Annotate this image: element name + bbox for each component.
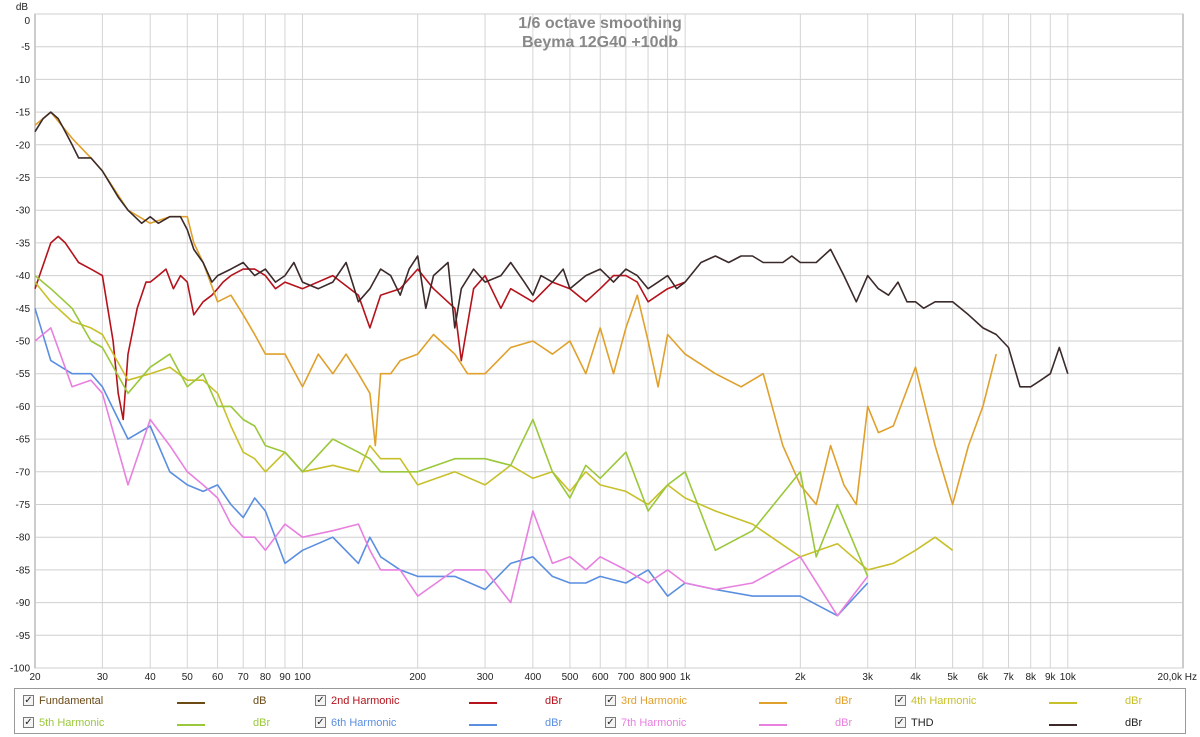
- x-tick-label: 300: [477, 672, 494, 683]
- x-tick-label: 7k: [1003, 672, 1015, 683]
- x-tick-label: 2k: [795, 672, 807, 683]
- x-tick-label: 30: [97, 672, 109, 683]
- x-tick-label: 4k: [910, 672, 922, 683]
- legend-swatch: [1049, 702, 1077, 704]
- legend-label: Fundamental: [39, 695, 104, 707]
- checkbox[interactable]: ✓: [23, 695, 34, 706]
- y-tick-label: -45: [16, 304, 31, 315]
- legend-label: 5th Harmonic: [39, 717, 105, 729]
- y-tick-label: -70: [16, 467, 31, 478]
- legend-label: 7th Harmonic: [621, 717, 687, 729]
- legend-label: THD: [911, 717, 934, 729]
- legend-unit: dBr: [545, 695, 563, 707]
- y-tick-label: -20: [16, 140, 31, 151]
- grid: [34, 13, 1184, 669]
- y-tick-label: -40: [16, 271, 31, 282]
- y-tick-label: -25: [16, 173, 31, 184]
- legend-swatch: [759, 724, 787, 726]
- x-tick-label: 700: [618, 672, 635, 683]
- legend-unit: dBr: [253, 717, 271, 729]
- y-tick-label: -90: [16, 598, 31, 609]
- series-line-5th-harmonic: [34, 274, 869, 577]
- x-tick-label: 90: [279, 672, 291, 683]
- y-axis-ticks: -5 -10 -15 -20 -25 -30 -35 -40 -45 -50 -55 -60 -65 -7…: [10, 16, 30, 675]
- y-tick-label: 0: [24, 16, 30, 27]
- x-tick-label: 9k: [1045, 672, 1057, 683]
- y-tick-label: -100: [10, 664, 30, 675]
- chart-svg: 20 30 40 50 60 70 80 90 100 200 300 400 500 600 700 800…: [10, 2, 1197, 683]
- x-tick-label: 10k: [1060, 672, 1077, 683]
- chart-title-line-1: 1/6 octave smoothing: [518, 15, 682, 32]
- x-tick-label: 5k: [947, 672, 959, 683]
- x-tick-label: 200: [409, 672, 426, 683]
- checkbox[interactable]: ✓: [605, 695, 616, 706]
- x-tick-label: 40: [145, 672, 157, 683]
- checkbox[interactable]: ✓: [605, 717, 616, 728]
- series-line-6th-harmonic: [34, 308, 869, 617]
- legend-label: 4th Harmonic: [911, 695, 977, 707]
- legend-swatch: [177, 724, 205, 726]
- y-tick-label: -15: [16, 108, 31, 119]
- legend-label: 2nd Harmonic: [331, 695, 400, 707]
- y-tick-label: -60: [16, 402, 31, 413]
- checkbox[interactable]: ✓: [315, 717, 326, 728]
- checkbox[interactable]: ✓: [23, 717, 34, 728]
- checkbox[interactable]: ✓: [315, 695, 326, 706]
- legend-unit: dBr: [835, 695, 853, 707]
- y-tick-label: -5: [21, 42, 30, 53]
- legend-swatch: [469, 702, 497, 704]
- legend-unit: dBr: [835, 717, 853, 729]
- x-tick-label: 400: [525, 672, 542, 683]
- x-tick-label: 80: [260, 672, 272, 683]
- y-tick-label: -85: [16, 565, 31, 576]
- chart-title-line-2: Beyma 12G40 +10db: [522, 34, 678, 51]
- x-tick-label: 70: [238, 672, 250, 683]
- x-tick-label: 20: [29, 672, 41, 683]
- x-axis-ticks: 20 30 40 50 60 70 80 90 100 200 300 400 500 600 700 800…: [29, 672, 1197, 683]
- y-tick-label: -65: [16, 435, 31, 446]
- y-tick-label: -55: [16, 369, 31, 380]
- series-line-thd: [34, 111, 1069, 388]
- legend: ✓ Fundamental dB ✓ 2nd Harmonic dBr ✓ 3r…: [14, 688, 1186, 734]
- y-axis-label: dB: [16, 2, 29, 13]
- x-tick-label: 600: [592, 672, 609, 683]
- x-tick-label: 900: [659, 672, 676, 683]
- checkbox[interactable]: ✓: [895, 717, 906, 728]
- x-tick-label: 8k: [1025, 672, 1037, 683]
- legend-swatch: [1049, 724, 1077, 726]
- series-line-3rd-harmonic: [34, 111, 997, 506]
- legend-unit: dBr: [1125, 717, 1143, 729]
- x-tick-label: 500: [562, 672, 579, 683]
- legend-unit: dB: [253, 695, 267, 707]
- x-tick-label: 1k: [680, 672, 692, 683]
- series-lines: [34, 111, 1069, 617]
- x-tick-label: 100: [294, 672, 311, 683]
- x-tick-label: 6k: [978, 672, 990, 683]
- legend-label: 3rd Harmonic: [621, 695, 688, 707]
- legend-label: 6th Harmonic: [331, 717, 397, 729]
- checkbox[interactable]: ✓: [895, 695, 906, 706]
- legend-unit: dBr: [545, 717, 563, 729]
- legend-unit: dBr: [1125, 695, 1143, 707]
- y-tick-label: -95: [16, 631, 31, 642]
- x-tick-label: 60: [212, 672, 224, 683]
- y-tick-label: -35: [16, 238, 31, 249]
- y-tick-label: -30: [16, 206, 31, 217]
- legend-swatch: [469, 724, 497, 726]
- x-tick-label: 3k: [862, 672, 874, 683]
- x-tick-label: 20,0k Hz: [1158, 672, 1197, 683]
- x-tick-label: 800: [640, 672, 657, 683]
- y-tick-label: -10: [16, 75, 31, 86]
- y-tick-label: -50: [16, 337, 31, 348]
- x-tick-label: 50: [182, 672, 194, 683]
- y-tick-label: -80: [16, 533, 31, 544]
- legend-swatch: [177, 702, 205, 704]
- series-line-7th-harmonic: [34, 327, 869, 617]
- legend-swatch: [759, 702, 787, 704]
- y-tick-label: -75: [16, 500, 31, 511]
